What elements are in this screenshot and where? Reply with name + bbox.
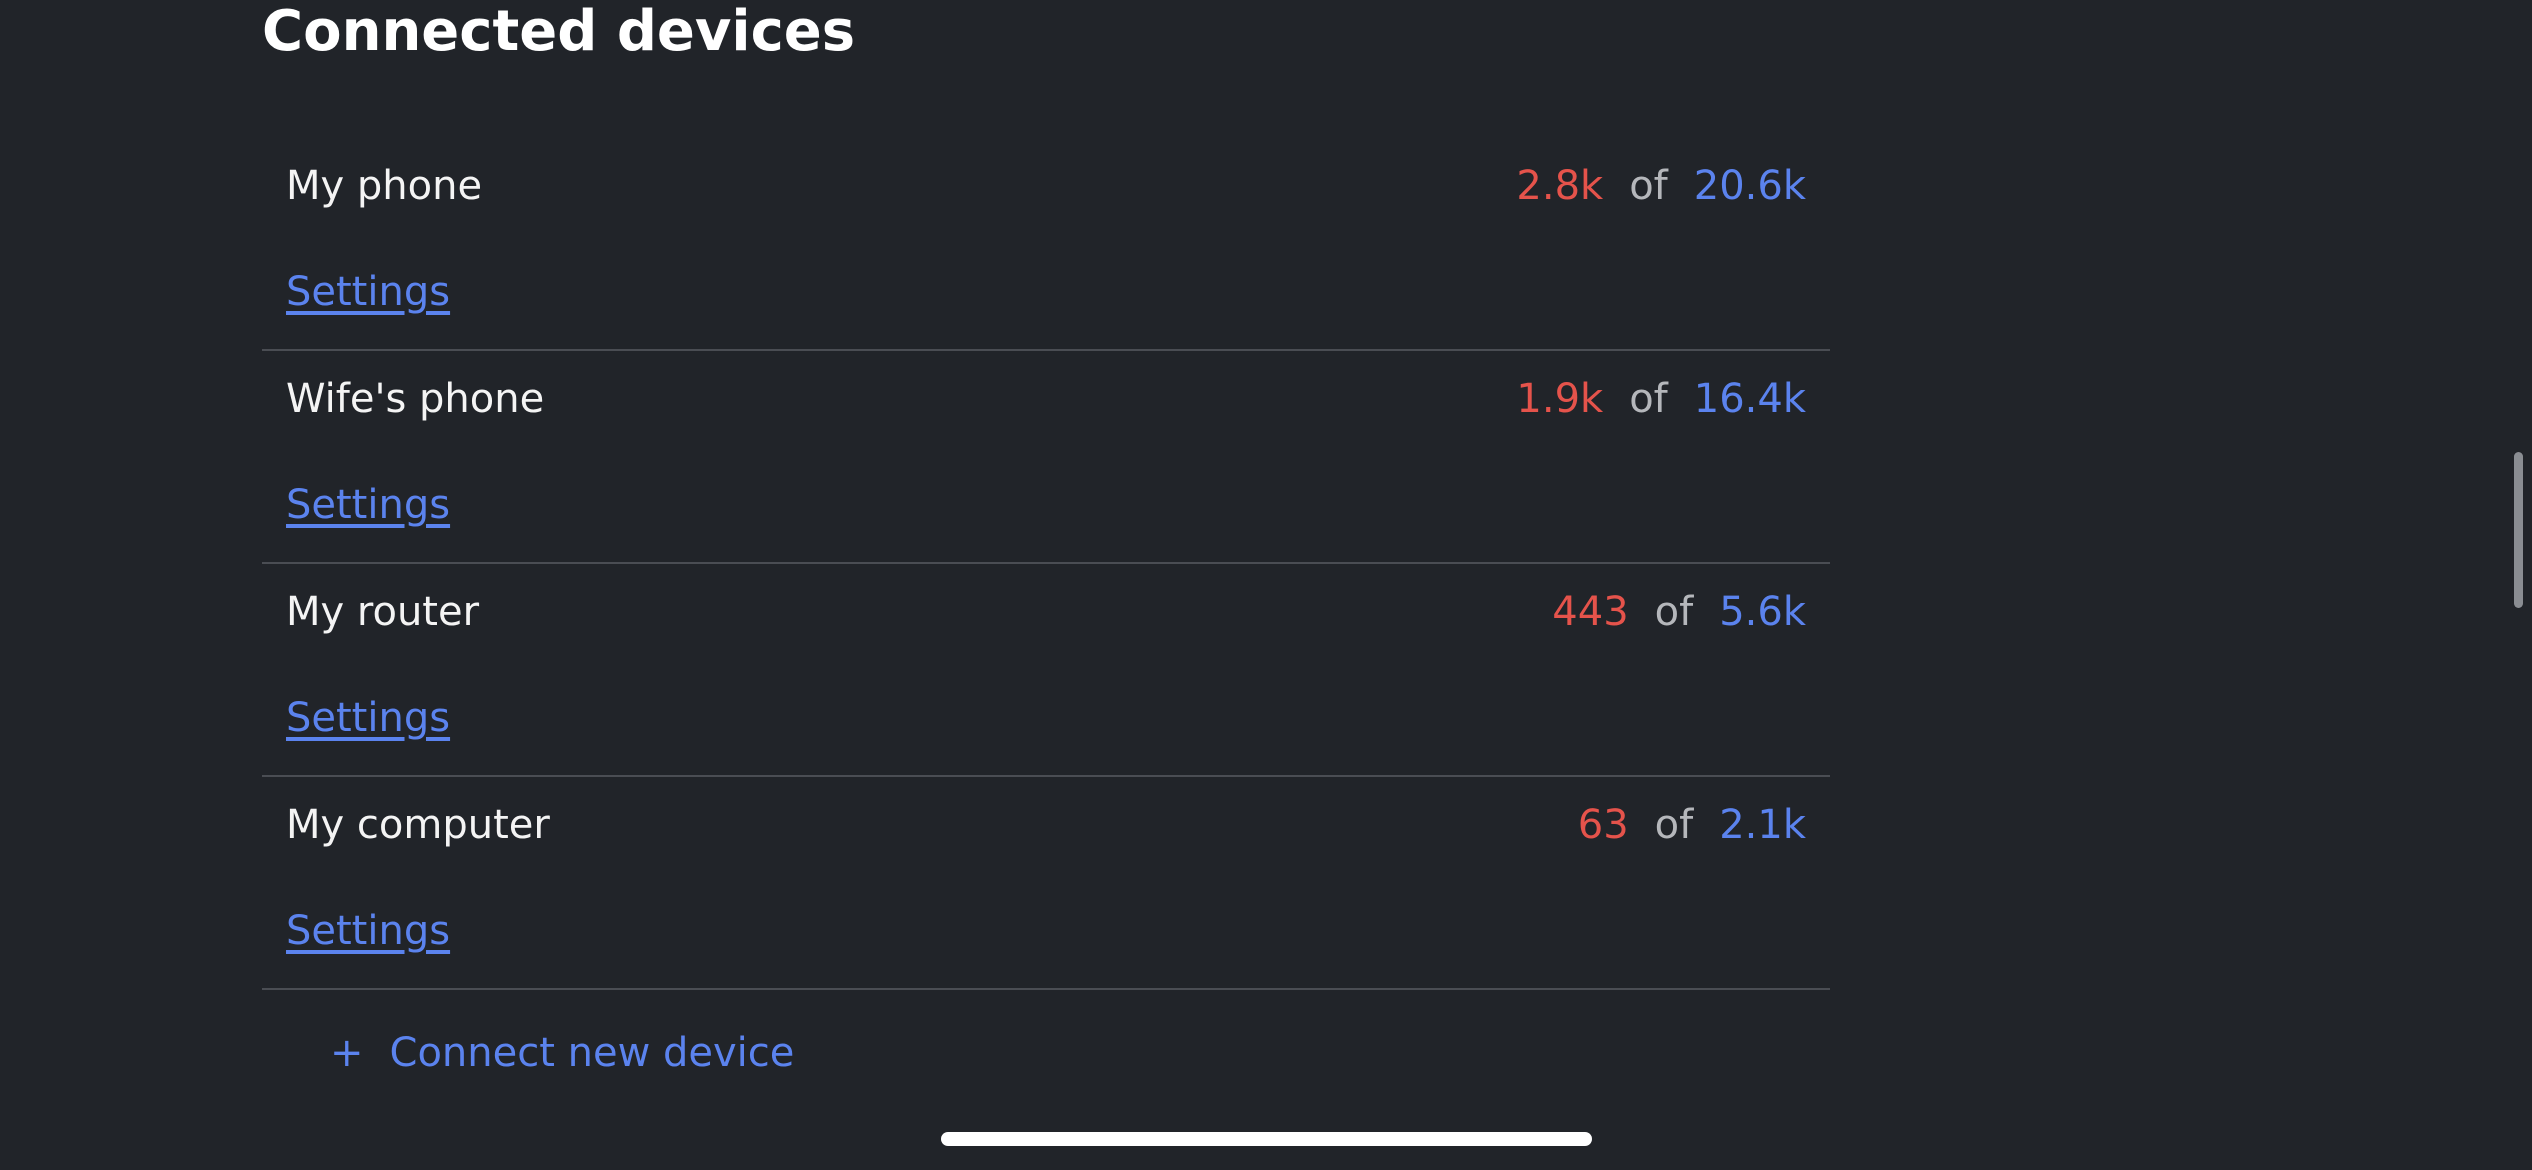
usage-used: 443 — [1552, 589, 1629, 635]
device-row-my-router: My router 443 of 5.6k Settings — [262, 564, 1830, 777]
device-name: Wife's phone — [286, 376, 545, 422]
usage-total: 5.6k — [1719, 589, 1806, 635]
device-list: My phone 2.8k of 20.6k Settings Wife's pho… — [262, 138, 1830, 990]
usage-of: of — [1629, 163, 1668, 209]
usage-total: 2.1k — [1719, 802, 1806, 848]
device-name: My router — [286, 589, 480, 635]
settings-link[interactable]: Settings — [286, 269, 451, 315]
device-usage: 1.9k of 16.4k — [1516, 375, 1806, 423]
usage-used: 63 — [1577, 802, 1629, 848]
device-usage: 443 of 5.6k — [1552, 588, 1806, 636]
usage-used: 1.9k — [1516, 376, 1604, 422]
home-indicator[interactable] — [941, 1132, 1592, 1146]
device-row-wifes-phone: Wife's phone 1.9k of 16.4k Settings — [262, 351, 1830, 564]
connect-new-device-label: Connect new device — [389, 1030, 795, 1076]
connect-new-device-button[interactable]: + Connect new device — [330, 1025, 794, 1081]
plus-icon: + — [330, 1030, 364, 1076]
section-title: Connected devices — [262, 0, 856, 64]
device-name: My computer — [286, 802, 550, 848]
device-usage: 63 of 2.1k — [1578, 801, 1806, 849]
usage-of: of — [1654, 589, 1694, 635]
device-row-my-computer: My computer 63 of 2.1k Settings — [262, 777, 1830, 990]
usage-total: 20.6k — [1693, 163, 1806, 209]
settings-link[interactable]: Settings — [286, 908, 451, 954]
usage-of: of — [1654, 802, 1694, 848]
device-row-my-phone: My phone 2.8k of 20.6k Settings — [262, 138, 1830, 351]
device-usage: 2.8k of 20.6k — [1516, 162, 1806, 210]
usage-total: 16.4k — [1693, 376, 1806, 422]
scrollbar-thumb[interactable] — [2514, 452, 2523, 608]
usage-of: of — [1629, 376, 1668, 422]
usage-used: 2.8k — [1516, 163, 1604, 209]
device-name: My phone — [286, 163, 483, 209]
settings-link[interactable]: Settings — [286, 482, 451, 528]
settings-link[interactable]: Settings — [286, 695, 451, 741]
